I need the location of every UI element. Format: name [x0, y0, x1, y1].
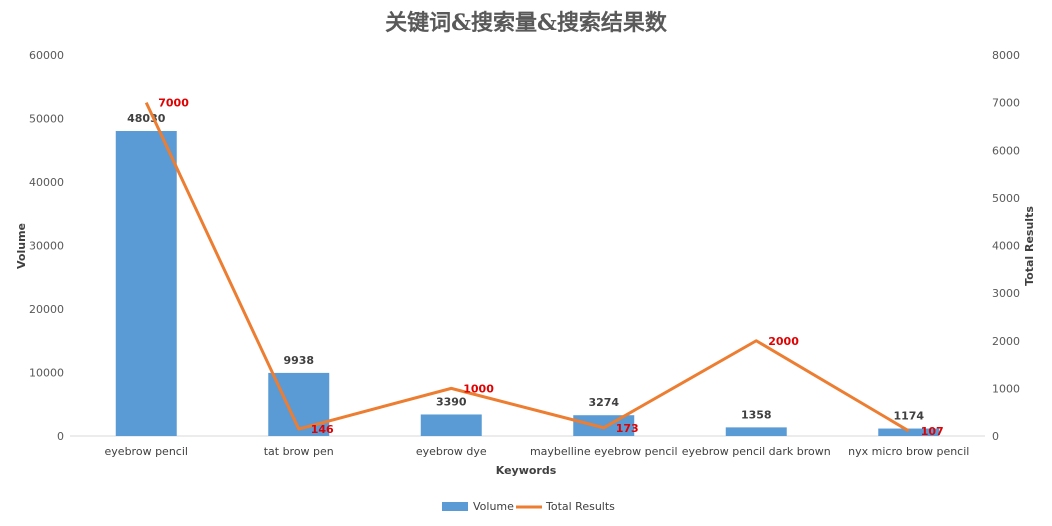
- volume-bars: 48030 9938 3390 3274 1358 1174: [115, 112, 940, 436]
- y-tick-label: 10000: [29, 367, 64, 380]
- volume-bar-label: 3390: [436, 395, 467, 408]
- category-label: eyebrow pencil: [105, 445, 188, 458]
- volume-bar: [420, 414, 482, 436]
- y-tick-label: 50000: [29, 113, 64, 126]
- volume-bar-label: 1174: [893, 410, 924, 423]
- y2-tick-label: 6000: [992, 144, 1020, 157]
- y-tick-label: 60000: [29, 49, 64, 62]
- volume-bar: [725, 427, 787, 436]
- category-label: eyebrow pencil dark brown: [682, 445, 831, 458]
- volume-bar: [878, 428, 940, 436]
- volume-bar: [115, 131, 177, 436]
- total-results-label: 2000: [768, 335, 799, 348]
- total-results-label: 173: [616, 422, 639, 435]
- volume-bar-label: 9938: [283, 354, 314, 367]
- category-label: maybelline eyebrow pencil: [530, 445, 678, 458]
- y-tick-label: 0: [57, 430, 64, 443]
- category-label: nyx micro brow pencil: [848, 445, 969, 458]
- total-results-series-line: [144, 101, 910, 433]
- y-axis-title: Volume: [15, 223, 28, 269]
- y2-axis-title: Total Results: [1023, 206, 1036, 286]
- y-tick-label: 40000: [29, 176, 64, 189]
- y2-tick-label: 0: [992, 430, 999, 443]
- y2-tick-label: 3000: [992, 287, 1020, 300]
- total-results-label: 146: [311, 423, 334, 436]
- y-tick-label: 20000: [29, 303, 64, 316]
- category-label: eyebrow dye: [416, 445, 487, 458]
- legend-label-total-results: Total Results: [545, 500, 615, 513]
- category-labels: eyebrow pencil tat brow pen eyebrow dye may…: [105, 445, 970, 458]
- total-results-label: 7000: [158, 97, 189, 110]
- volume-bar-label: 3274: [588, 396, 619, 409]
- y2-tick-label: 2000: [992, 335, 1020, 348]
- category-label: tat brow pen: [264, 445, 334, 458]
- y-tick-label: 30000: [29, 240, 64, 253]
- volume-bar-label: 48030: [127, 112, 166, 125]
- y2-tick-label: 7000: [992, 97, 1020, 110]
- y2-tick-label: 5000: [992, 192, 1020, 205]
- legend-swatch-volume: [442, 502, 468, 511]
- right-axis-ticks: 0 1000 2000 3000 4000 5000 6000 7000 8000: [992, 49, 1020, 443]
- chart-title: 关键词&搜索量&搜索结果数: [385, 10, 668, 36]
- y2-tick-label: 1000: [992, 382, 1020, 395]
- left-axis-ticks: 0 10000 20000 30000 40000 50000 60000: [29, 49, 64, 443]
- total-results-label: 1000: [463, 382, 494, 395]
- legend-label-volume: Volume: [473, 500, 514, 513]
- y2-tick-label: 8000: [992, 49, 1020, 62]
- volume-bar-label: 1358: [741, 408, 772, 421]
- total-results-label: 107: [921, 425, 944, 438]
- x-axis-title: Keywords: [496, 464, 557, 477]
- y2-tick-label: 4000: [992, 240, 1020, 253]
- total-results-line: 7000 146 1000 173 2000 107: [144, 97, 944, 438]
- legend: Volume Total Results: [442, 500, 615, 513]
